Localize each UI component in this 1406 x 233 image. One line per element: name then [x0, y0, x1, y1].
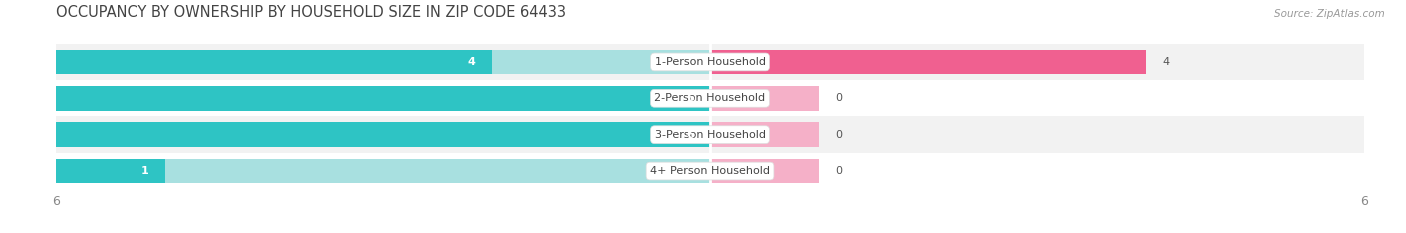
Text: 6: 6	[686, 93, 693, 103]
Bar	[56, 86, 710, 111]
Text: 4: 4	[468, 57, 475, 67]
Bar	[710, 50, 1146, 74]
Text: OCCUPANCY BY OWNERSHIP BY HOUSEHOLD SIZE IN ZIP CODE 64433: OCCUPANCY BY OWNERSHIP BY HOUSEHOLD SIZE…	[56, 5, 567, 20]
Bar	[56, 159, 166, 183]
Bar	[710, 50, 1146, 74]
Bar	[56, 86, 710, 111]
Bar	[56, 44, 1364, 80]
Bar	[56, 50, 492, 74]
Bar	[56, 80, 1364, 116]
Bar	[56, 159, 710, 183]
Bar	[56, 122, 710, 147]
Text: 1: 1	[141, 166, 149, 176]
Text: 3-Person Household: 3-Person Household	[655, 130, 765, 140]
Text: 6: 6	[686, 130, 693, 140]
Text: 2-Person Household: 2-Person Household	[654, 93, 766, 103]
Bar	[710, 159, 818, 183]
Text: 4+ Person Household: 4+ Person Household	[650, 166, 770, 176]
Text: 0: 0	[835, 93, 842, 103]
Bar	[56, 50, 710, 74]
Bar	[710, 122, 818, 147]
Bar	[710, 86, 818, 111]
Text: 1-Person Household: 1-Person Household	[655, 57, 765, 67]
Text: Source: ZipAtlas.com: Source: ZipAtlas.com	[1274, 9, 1385, 19]
Bar	[56, 122, 710, 147]
Text: 4: 4	[1163, 57, 1170, 67]
Bar	[56, 153, 1364, 189]
Text: 0: 0	[835, 166, 842, 176]
Bar	[56, 116, 1364, 153]
Text: 0: 0	[835, 130, 842, 140]
